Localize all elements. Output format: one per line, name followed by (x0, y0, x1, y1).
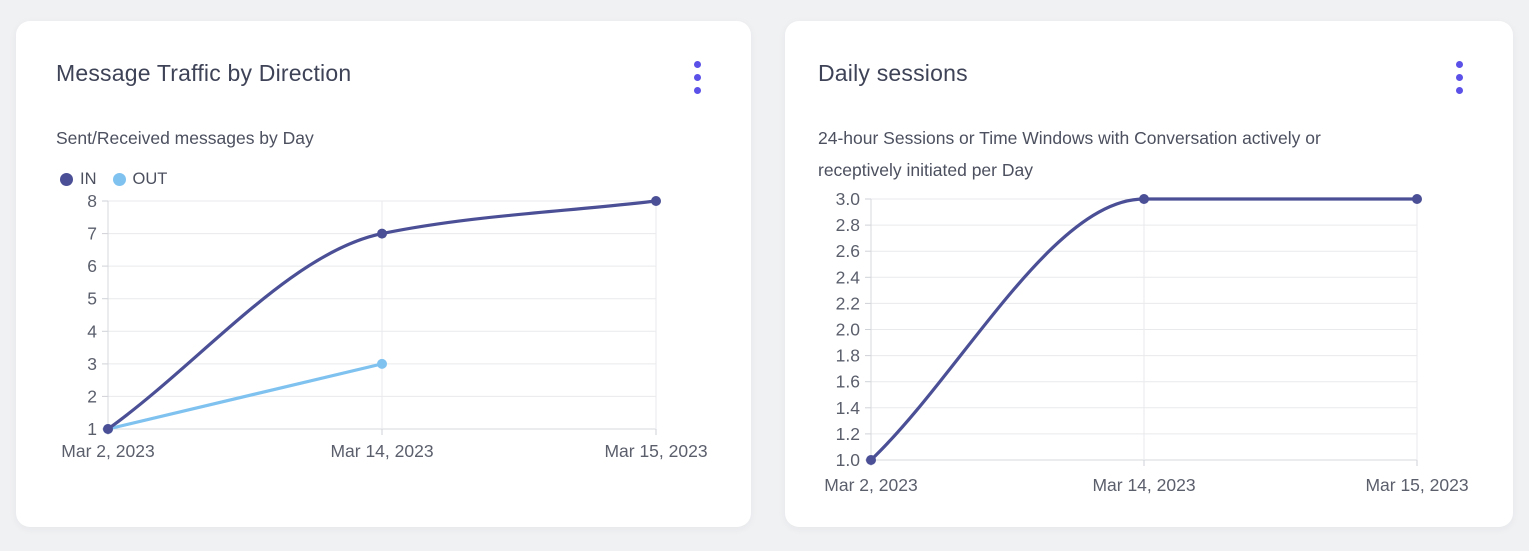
legend-item-out: OUT (112, 169, 168, 189)
card-subtitle: 24-hour Sessions or Time Windows with Co… (818, 128, 1321, 180)
y-tick-label: 7 (87, 224, 97, 244)
kebab-menu-icon (1456, 61, 1463, 94)
card-subtitle: Sent/Received messages by Day (56, 128, 314, 148)
data-point-out (377, 358, 387, 369)
y-tick-label: 1.4 (836, 398, 861, 418)
y-tick-label: 1 (87, 419, 97, 439)
legend-swatch (60, 172, 73, 186)
y-tick-label: 5 (87, 289, 97, 309)
legend-item-in: IN (60, 170, 97, 189)
line-chart-daily-sessions: 1.0 1.2 1.4 1.6 1.8 2.0 2.2 2.4 2.6 2.8 3.0 Mar 2, … (818, 192, 1483, 502)
card-menu-button[interactable] (688, 59, 707, 96)
y-tick-label: 4 (87, 321, 97, 341)
chart-legend: IN OUT (60, 169, 721, 189)
y-tick-label: 2.6 (836, 241, 860, 261)
data-point-main (866, 455, 876, 465)
card-header: Message Traffic by Direction (56, 59, 721, 96)
legend-label: OUT (132, 169, 168, 188)
y-tick-label: 1.8 (836, 346, 860, 366)
y-tick-label: 2.8 (836, 215, 860, 235)
x-tick-label: Mar 14, 2023 (330, 441, 433, 461)
legend-label: IN (80, 169, 97, 188)
y-tick-label: 2.4 (836, 267, 861, 287)
card-header: Daily sessions (818, 59, 1483, 96)
card-title: Daily sessions (818, 60, 968, 86)
data-point-in (103, 424, 113, 434)
y-tick-label: 8 (87, 193, 97, 211)
card-menu-button[interactable] (1450, 59, 1469, 96)
y-tick-label: 1.0 (836, 450, 861, 470)
y-tick-label: 1.2 (836, 424, 860, 444)
y-tick-label: 1.6 (836, 372, 860, 392)
data-point-in (377, 228, 387, 239)
y-tick-label: 3 (87, 354, 97, 374)
y-tick-label: 2.2 (836, 293, 860, 313)
line-chart-svg: 1.0 1.2 1.4 1.6 1.8 2.0 2.2 2.4 2.6 2.8 3.0 Mar 2, … (824, 192, 1468, 495)
series-line-main (869, 197, 1419, 462)
x-tick-label: Mar 14, 2023 (1092, 475, 1195, 495)
x-tick-label: Mar 2, 2023 (824, 475, 917, 495)
data-point-main (1412, 194, 1422, 204)
x-tick-label: Mar 15, 2023 (604, 441, 707, 461)
y-tick-label: 2.0 (836, 320, 861, 340)
card-title: Message Traffic by Direction (56, 60, 352, 86)
y-tick-label: 6 (87, 256, 97, 276)
card-daily-sessions: Daily sessions 24-hour Sessions or Time … (785, 21, 1513, 527)
card-message-traffic: Message Traffic by Direction Sent/Receiv… (16, 21, 751, 527)
line-chart-svg: 1 2 3 4 5 6 7 8 Mar 2, 2023 Mar 14, 2023 Mar 15, 2… (61, 193, 707, 461)
legend-swatch (112, 172, 126, 186)
x-tick-label: Mar 15, 2023 (1365, 475, 1468, 495)
x-tick-label: Mar 2, 2023 (61, 441, 154, 461)
kebab-menu-icon (694, 61, 701, 94)
data-point-in (651, 196, 661, 206)
y-tick-label: 3.0 (836, 192, 861, 209)
line-chart-message-traffic: 1 2 3 4 5 6 7 8 Mar 2, 2023 Mar 14, 2023 Mar 15, 2… (56, 193, 721, 471)
y-tick-label: 2 (87, 386, 97, 406)
data-point-main (1139, 194, 1149, 204)
series-line-out (106, 362, 384, 431)
